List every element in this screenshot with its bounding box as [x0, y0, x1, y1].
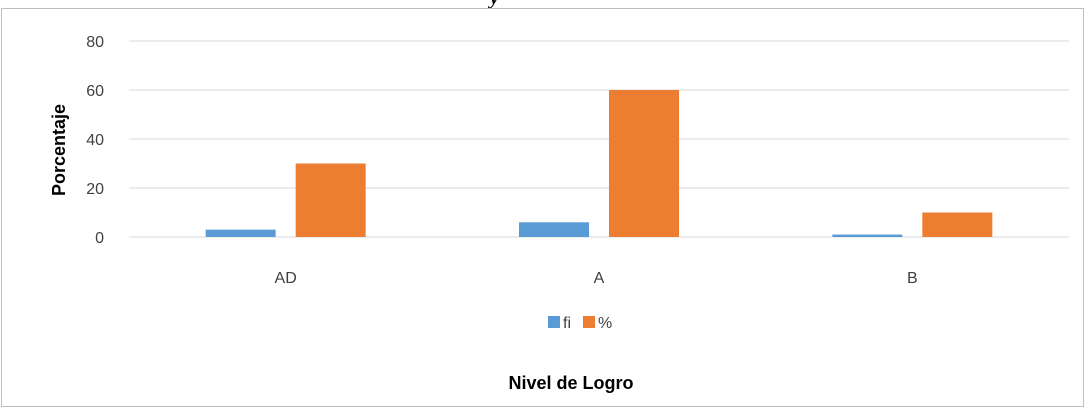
- x-category-label: AD: [275, 270, 297, 287]
- bar-percent-A: [609, 90, 679, 237]
- legend-label: %: [598, 315, 612, 332]
- y-tick-labels: 0 20 40 60 80: [86, 34, 104, 247]
- y-tick-label: 80: [86, 34, 104, 51]
- bar-fi-AD: [205, 229, 276, 237]
- bar-percent-B: [922, 212, 993, 237]
- bar-percent-AD: [295, 163, 366, 237]
- y-axis-title: Porcentaje: [49, 104, 69, 196]
- x-category-label: A: [594, 270, 605, 287]
- y-tick-label: 40: [86, 132, 104, 149]
- y-tick-label: 60: [86, 83, 104, 100]
- gridlines: [129, 40, 1069, 238]
- y-tick-label: 20: [86, 181, 104, 198]
- bars: [205, 90, 993, 237]
- legend-swatch: [548, 316, 560, 328]
- bar-fi-B: [832, 234, 903, 237]
- bar-fi-A: [519, 222, 589, 237]
- chart-title-fragment: y: [0, 0, 1089, 8]
- x-axis-title: Nivel de Logro: [508, 373, 633, 393]
- x-category-label: B: [907, 270, 918, 287]
- category-labels: AD A B: [275, 270, 918, 287]
- legend: fi%: [548, 315, 612, 332]
- chart-frame: [1, 8, 1084, 407]
- legend-label: fi: [563, 315, 571, 332]
- chart-title-text: y: [490, 0, 499, 8]
- legend-swatch: [583, 316, 595, 328]
- y-tick-label: 0: [95, 230, 104, 247]
